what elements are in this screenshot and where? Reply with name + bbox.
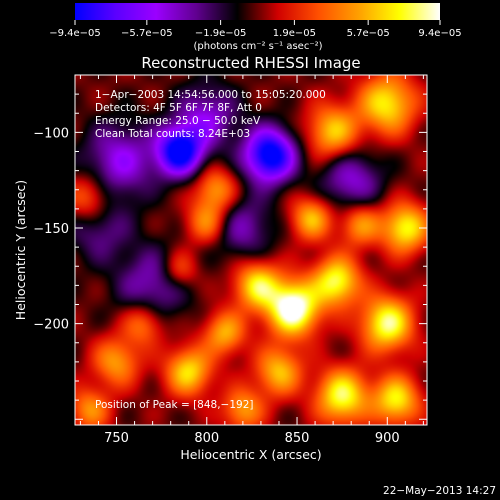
x-tick-label: 800: [194, 431, 219, 446]
annotation-clean: Clean Total counts: 8.24E+03: [95, 128, 250, 140]
colorbar-tick-label: −1.9e−05: [195, 28, 247, 39]
x-axis-label: Heliocentric X (arcsec): [180, 447, 321, 462]
colorbar-tick-label: 5.7e−05: [347, 28, 390, 39]
colorbar-tick-label: 9.4e−05: [418, 28, 461, 39]
colorbar-tick-label: −5.7e−05: [121, 28, 173, 39]
colorbar-tick-label: −9.4e−05: [49, 28, 101, 39]
y-tick-label: −150: [33, 222, 69, 237]
y-axis-label: Heliocentric Y (arcsec): [13, 180, 28, 320]
heatmap-image: [75, 75, 427, 425]
x-tick-label: 750: [104, 431, 129, 446]
axis-ticks: 750 800 850 900 −100 −150 −200: [33, 74, 427, 446]
y-tick-label: −100: [33, 126, 69, 141]
colorbar-ticks: −9.4e−05 −5.7e−05 −1.9e−05 1.9e−05 5.7e−05 9.…: [49, 20, 462, 39]
annotation-peak: Position of Peak = [848,−192]: [95, 399, 254, 411]
annotation-energy: Energy Range: 25.0 − 50.0 keV: [95, 115, 261, 127]
x-tick-label: 850: [285, 431, 310, 446]
footer-date: 22−May−2013 14:27: [383, 485, 496, 497]
x-tick-label: 900: [375, 431, 400, 446]
plot-frame: [74, 74, 428, 426]
chart-title: Reconstructed RHESSI Image: [141, 54, 360, 72]
annotation-detectors: Detectors: 4F 5F 6F 7F 8F, Att 0: [95, 102, 262, 114]
y-tick-label: −200: [33, 318, 69, 333]
colorbar: [75, 3, 440, 20]
colorbar-tick-label: 1.9e−05: [273, 28, 316, 39]
colorbar-unit-label: (photons cm⁻² s⁻¹ asec⁻²): [193, 41, 322, 52]
annotation-time: 1−Apr−2003 14:54:56.000 to 15:05:20.000: [95, 89, 326, 101]
